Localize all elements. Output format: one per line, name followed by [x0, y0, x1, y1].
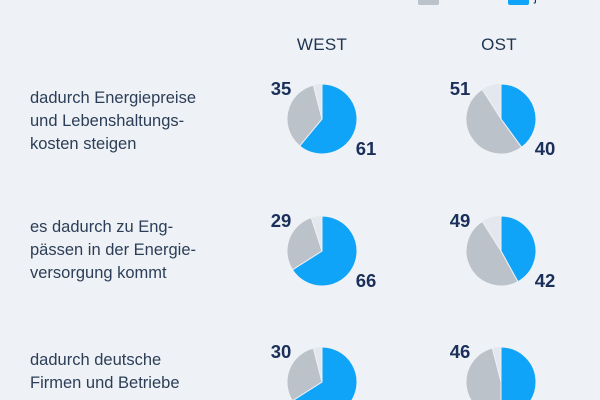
row-label-line: es dadurch zu Eng-: [30, 218, 174, 236]
pie-west-0-ja-label: 61: [356, 138, 377, 159]
pie-ost-2-nein-slice: [465, 347, 502, 400]
pie-west-0-ja-slice: [298, 83, 358, 155]
pie-ost-0-nein-label: 51: [450, 78, 471, 99]
pie-west-1-nein-label: 29: [271, 210, 292, 231]
column-header-ost: OST: [481, 35, 517, 54]
column-header-west: WEST: [296, 35, 348, 54]
row-label-line: und Lebenshaltungs-: [30, 112, 185, 130]
row-label-line: pässen in der Energie-: [30, 241, 197, 259]
legend-swatch-ja: [508, 0, 529, 5]
legend-label-ja: j: [534, 0, 537, 4]
row-label-line: versorgung kommt: [30, 264, 167, 282]
pie-ost-1-nein-slice: [465, 220, 519, 287]
pie-ost-1-ja-label: 42: [535, 270, 556, 291]
pie-west-1-ja-label: 66: [356, 270, 377, 291]
pie-ost-0-ja-slice: [500, 83, 537, 149]
row-label-firmen: dadurch deutsche Firmen und Betriebe: [30, 349, 270, 395]
row-label-line: Firmen und Betriebe: [30, 374, 180, 392]
row-label-energiepreise: dadurch Energiepreise und Lebenshaltungs…: [30, 87, 270, 156]
pie-west-2-nein-label: 30: [271, 341, 292, 362]
pie-ost-2-nein-label: 46: [450, 341, 471, 362]
row-label-line: dadurch deutsche: [30, 351, 162, 369]
row-label-line: dadurch Energiepreise: [30, 89, 197, 107]
legend-swatch-nein: [418, 0, 439, 5]
pie-west-0-nein-slice: [286, 84, 323, 147]
pie-ost-1-ja-slice: [500, 215, 537, 283]
pie-west-0-nein-label: 35: [271, 78, 292, 99]
pie-west-1-ja-slice: [291, 215, 358, 287]
row-label-engpaesse: es dadurch zu Eng- pässen in der Energie…: [30, 216, 270, 285]
pie-west-1-nein-slice: [286, 217, 323, 271]
pie-ost-0-ja-label: 40: [535, 138, 556, 159]
row-label-line: kosten steigen: [30, 135, 137, 153]
pie-west-2-ja-slice: [292, 346, 358, 400]
pie-ost-2-ja-slice: [500, 346, 537, 400]
pie-ost-0-nein-slice: [465, 88, 523, 155]
pie-west-2-nein-slice: [286, 347, 323, 400]
pie-ost-1-nein-label: 49: [450, 210, 471, 231]
